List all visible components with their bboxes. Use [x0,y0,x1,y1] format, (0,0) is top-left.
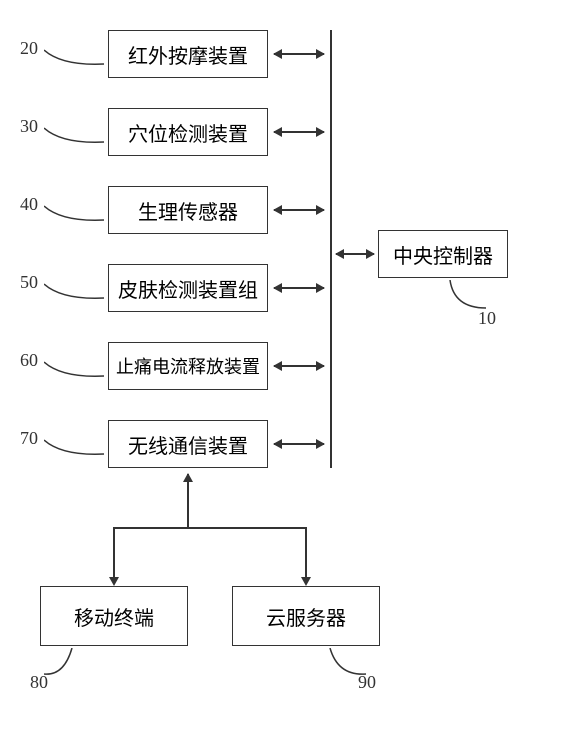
arrow-50-bus [274,287,324,289]
box-70: 无线通信装置 [108,420,268,468]
box-40-label: 生理传感器 [138,196,238,225]
arrowhead-80 [109,577,119,586]
num-20: 20 [20,38,38,59]
box-80-label: 移动终端 [74,602,154,631]
leader-80 [44,648,84,678]
box-90-label: 云服务器 [266,602,346,631]
box-40: 生理传感器 [108,186,268,234]
leader-90 [326,648,370,678]
num-60: 60 [20,350,38,371]
box-90: 云服务器 [232,586,380,646]
leader-30 [44,120,108,144]
num-50: 50 [20,272,38,293]
num-40: 40 [20,194,38,215]
box-60: 止痛电流释放装置 [108,342,268,390]
box-80: 移动终端 [40,586,188,646]
box-60-label: 止痛电流释放装置 [116,353,260,379]
leader-70 [44,432,108,456]
split-v-left [113,527,115,579]
arrow-30-bus [274,131,324,133]
arrow-60-bus [274,365,324,367]
box-20-label: 红外按摩装置 [128,40,248,69]
leader-20 [44,42,108,66]
box-30-label: 穴位检测装置 [128,118,248,147]
leader-40 [44,198,108,222]
box-30: 穴位检测装置 [108,108,268,156]
arrow-20-bus [274,53,324,55]
box-20: 红外按摩装置 [108,30,268,78]
num-70: 70 [20,428,38,449]
box-70-label: 无线通信装置 [128,430,248,459]
arrow-70-bus [274,443,324,445]
arrow-bus-ctrl [336,253,374,255]
leader-60 [44,354,108,378]
arrow-into-70 [187,474,189,528]
split-v-right [305,527,307,579]
box-50: 皮肤检测装置组 [108,264,268,312]
box-ctrl: 中央控制器 [378,230,508,278]
arrowhead-90 [301,577,311,586]
arrow-40-bus [274,209,324,211]
leader-50 [44,276,108,300]
box-ctrl-label: 中央控制器 [393,240,493,269]
box-50-label: 皮肤检测装置组 [118,274,258,303]
leader-10 [448,280,492,314]
num-30: 30 [20,116,38,137]
bus-line [330,30,332,468]
split-h [113,527,307,529]
